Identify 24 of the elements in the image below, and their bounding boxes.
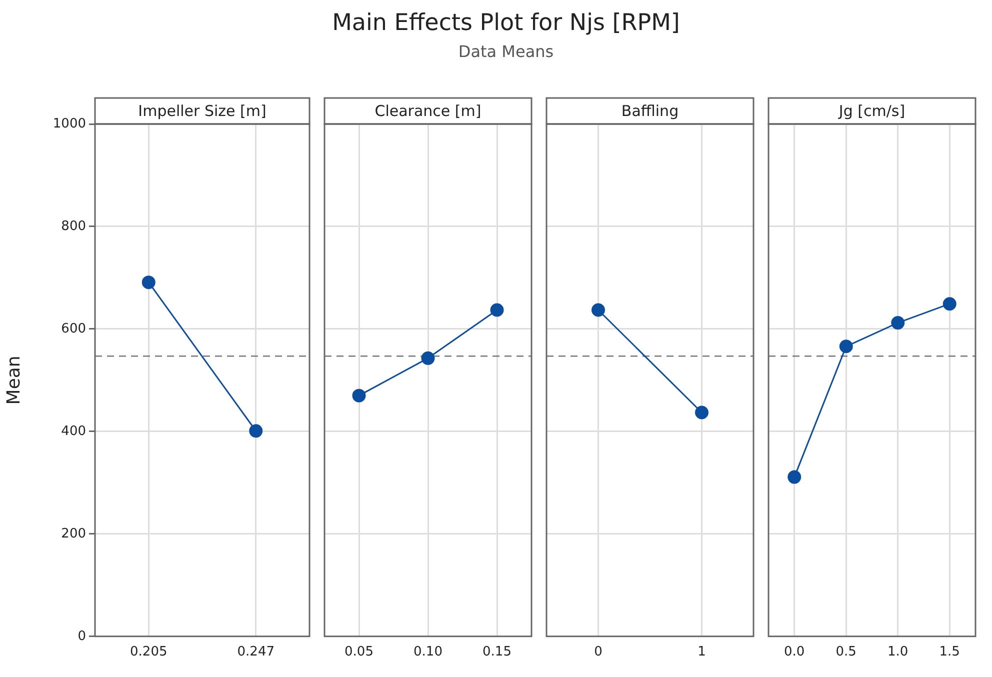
text: Data Means — [457, 42, 555, 61]
x-tick-label: 0.247 — [237, 644, 274, 660]
text: Main Effects Plot for Njs [RPM] — [331, 10, 681, 36]
x-tick-label: 0.5 — [836, 644, 856, 660]
x-tick-label: 0.205 — [130, 644, 168, 660]
y-tick-label: 200 — [61, 526, 86, 542]
y-tick-label: 800 — [61, 218, 86, 234]
chart-title: Impeller Size [m] — [138, 102, 266, 120]
y-tick-label: 400 — [61, 424, 86, 439]
y-tick-label: 1000 — [52, 116, 86, 132]
chart-title: Clearance [m] — [374, 102, 482, 120]
x-tick-label: 1.0 — [888, 644, 908, 660]
chart-title: Jg [cm/s] — [838, 102, 906, 120]
x-tick-label: 0 — [594, 644, 602, 660]
x-tick-label: 1.5 — [939, 644, 960, 660]
x-tick-label: 1 — [698, 644, 706, 660]
chart-title: Baffling — [621, 102, 679, 120]
y-axis-title: Mean — [3, 356, 24, 405]
y-tick-label: 0 — [78, 628, 86, 644]
x-tick-label: 0.05 — [344, 644, 374, 660]
x-tick-label: 0.0 — [784, 644, 805, 660]
y-tick-label: 600 — [61, 321, 86, 336]
x-tick-label: 0.15 — [482, 644, 512, 660]
x-tick-label: 0.10 — [414, 644, 442, 660]
